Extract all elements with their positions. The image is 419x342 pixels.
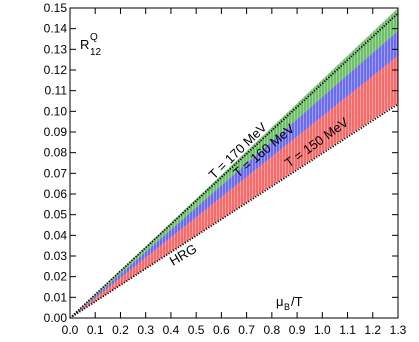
y-tick-label: 0.00	[44, 311, 68, 325]
y-tick-label: 0.07	[44, 166, 68, 180]
x-tick-label: 1.3	[390, 323, 407, 337]
x-tick-label: 1.0	[314, 323, 331, 337]
hrg-line	[70, 103, 398, 318]
x-tick-label: 0.9	[289, 323, 306, 337]
ylabel-sub: 12	[90, 47, 102, 58]
x-tick-label: 0.2	[112, 323, 129, 337]
y-tick-label: 0.14	[44, 22, 68, 36]
x-tick-label: 0.0	[62, 323, 79, 337]
band-150-hatch	[70, 55, 398, 318]
y-tick-label: 0.13	[44, 42, 68, 56]
ticks-layer	[69, 7, 399, 319]
x-tick-label: 0.6	[213, 323, 230, 337]
xlabel-tail: /T	[291, 294, 303, 309]
y-tick-label: 0.02	[44, 270, 68, 284]
x-tick-label: 0.1	[87, 323, 104, 337]
y-tick-label: 0.10	[44, 104, 68, 118]
y-tick-label: 0.09	[44, 125, 68, 139]
y-tick-label: 0.06	[44, 187, 68, 201]
band-170-hatch	[70, 8, 398, 318]
y-tick-label: 0.12	[44, 63, 68, 77]
y-axis-annotation: R Q 12	[80, 32, 102, 58]
x-tick-label: 0.8	[264, 323, 281, 337]
x-tick-label: 0.3	[137, 323, 154, 337]
x-tick-label: 1.1	[339, 323, 356, 337]
ylabel-main: R	[80, 37, 89, 52]
lines-layer	[70, 12, 398, 318]
y-tick-label: 0.15	[44, 1, 68, 15]
x-tick-label: 0.7	[238, 323, 255, 337]
x-tick-label: 0.4	[163, 323, 180, 337]
x-axis-annotation: μ B /T	[276, 294, 303, 312]
xlabel-main: μ	[276, 294, 284, 309]
y-tick-label: 0.05	[44, 208, 68, 222]
plot-frame	[69, 7, 399, 319]
ylabel-sup: Q	[90, 32, 98, 43]
x-tick-label: 0.5	[188, 323, 205, 337]
y-tick-label: 0.04	[44, 228, 68, 242]
dotted-line-0	[70, 12, 398, 318]
tick-labels-layer: 0.0 0.1 0.2 0.3 0.4 0.5 0.6 0.7 0.8 0.9 1.0 1.1 1.2 1…	[44, 1, 407, 337]
y-tick-label: 0.01	[44, 290, 68, 304]
y-tick-label: 0.03	[44, 249, 68, 263]
bands-layer	[70, 8, 398, 318]
band-160-hatch	[70, 30, 398, 318]
x-tick-label: 1.2	[364, 323, 381, 337]
y-tick-label: 0.08	[44, 146, 68, 160]
xlabel-sub: B	[284, 302, 290, 312]
y-tick-label: 0.11	[45, 84, 68, 98]
